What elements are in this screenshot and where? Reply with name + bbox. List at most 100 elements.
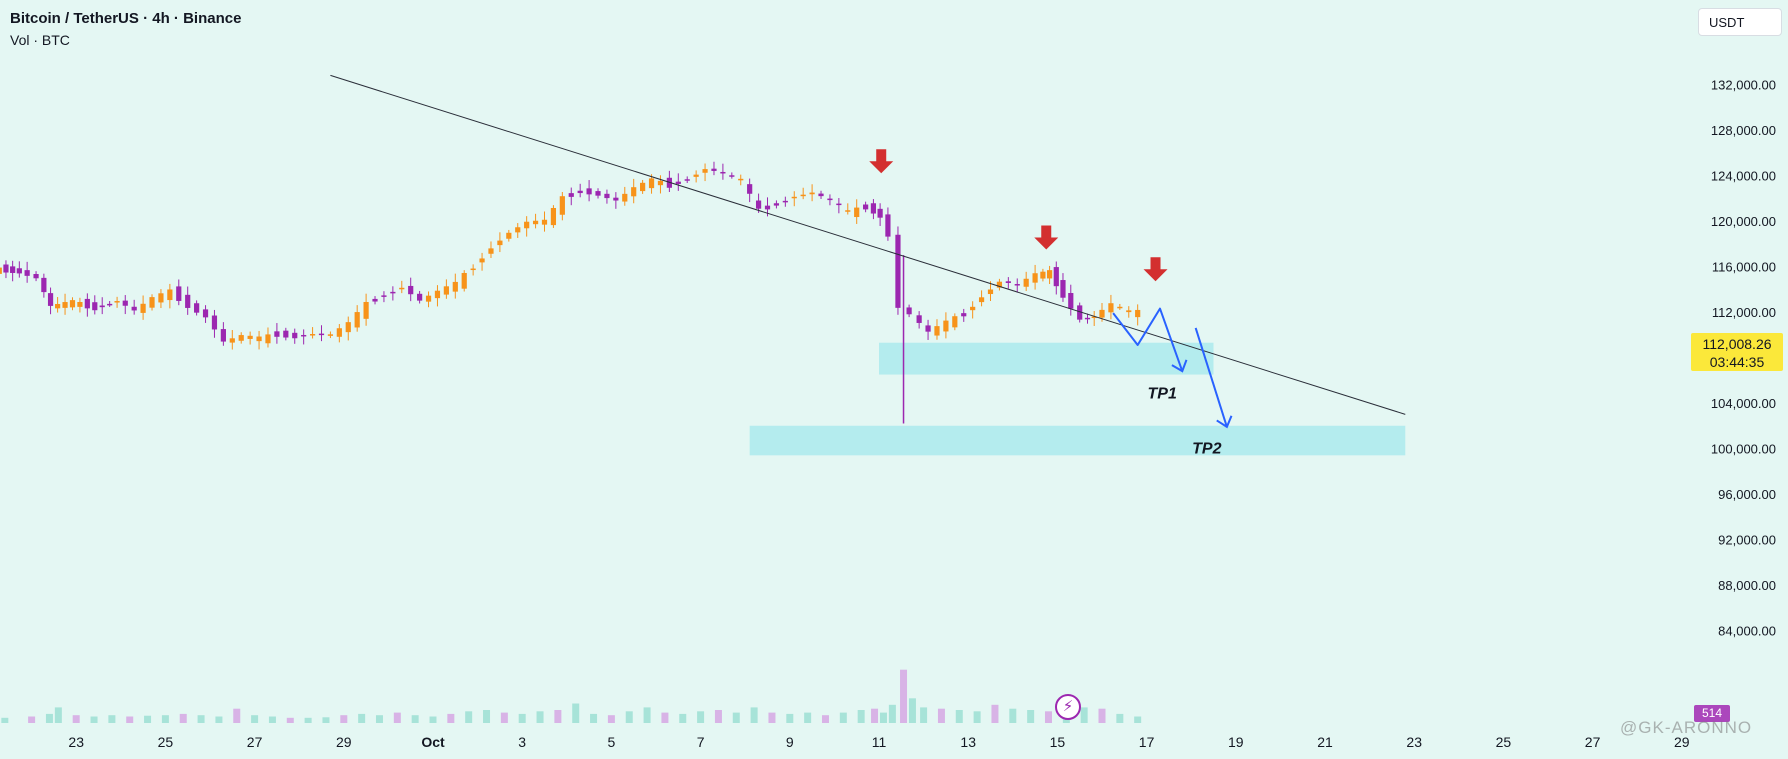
candle-body (1084, 317, 1091, 320)
sell-arrow-icon (869, 149, 894, 174)
volume-bar (839, 712, 847, 723)
candle-body (877, 208, 883, 218)
candle-body (1023, 278, 1029, 287)
candle-body (0, 267, 2, 274)
candle-body (408, 285, 414, 295)
price-candles (0, 161, 1141, 424)
zone-tp1 (879, 342, 1214, 375)
candle-body (782, 200, 788, 203)
candle-body (247, 335, 253, 339)
candle-body (870, 203, 877, 214)
time-tick-label: 27 (1585, 734, 1601, 750)
candle-body (961, 313, 967, 317)
candle-body (84, 298, 90, 309)
candle-body (470, 268, 476, 271)
candle-body (532, 220, 539, 225)
time-tick-label: 9 (786, 734, 794, 750)
candle-body (176, 286, 182, 301)
candle-body (265, 334, 271, 344)
sell-arrow-icon (1034, 225, 1059, 250)
candle-body (885, 214, 891, 237)
bolt-icon[interactable]: ⚡ (1055, 694, 1081, 720)
candle-body (1060, 280, 1066, 298)
candle-body (336, 328, 342, 337)
currency-button[interactable]: USDT (1698, 8, 1782, 36)
volume-bar (161, 715, 169, 723)
candle-body (77, 301, 83, 307)
candle-body (309, 334, 316, 336)
trendline (330, 74, 1406, 415)
time-tick-label: 25 (1496, 734, 1512, 750)
candle-body (863, 204, 869, 210)
candle-body (55, 303, 61, 309)
candle-body (1117, 306, 1123, 309)
candle-body (372, 298, 378, 302)
time-tick-label: 17 (1139, 734, 1155, 750)
candle-body (114, 301, 120, 303)
volume-bar (1027, 710, 1035, 723)
candle-body (292, 332, 298, 339)
candle-body (354, 312, 360, 328)
volume-bar (821, 715, 829, 723)
candle-body (541, 219, 548, 225)
candle-body (506, 232, 512, 239)
volume-bar (1134, 716, 1142, 723)
candle-body (107, 303, 113, 306)
price-tick-label: 124,000.00 (1711, 169, 1776, 184)
candle-body (895, 234, 901, 308)
candle-body (729, 175, 735, 177)
candle-body (711, 168, 717, 171)
volume-bar (857, 710, 865, 723)
candle-body (1135, 309, 1141, 318)
price-tick-label: 88,000.00 (1718, 578, 1776, 593)
volume-bar (90, 716, 98, 723)
candle-body (791, 196, 797, 199)
last-price-tag: 112,008.26 03:44:35 (1691, 333, 1783, 371)
candle-body (568, 193, 574, 197)
candle-body (613, 197, 619, 201)
candle-body (301, 334, 307, 337)
volume-bar (500, 712, 508, 723)
candle-body (773, 203, 780, 206)
volume-bar (233, 708, 241, 723)
candle-body (69, 300, 76, 308)
projection-arrowhead (1171, 359, 1188, 373)
volume-bar (937, 708, 945, 723)
candle-body (684, 179, 690, 181)
volume-bar (908, 698, 916, 723)
candle-body (443, 286, 449, 295)
volume-bar (679, 713, 687, 723)
price-tick-label: 116,000.00 (1712, 260, 1776, 275)
candle-body (854, 207, 860, 218)
candle-body (595, 191, 601, 196)
candle-body (211, 315, 218, 330)
volume-bar (554, 710, 562, 723)
candle-body (1040, 271, 1046, 279)
volume-bar (572, 703, 580, 723)
volume-bar (72, 715, 80, 723)
symbol-title[interactable]: Bitcoin / TetherUS · 4h · Binance (10, 10, 242, 27)
candle-body (934, 326, 940, 336)
candle-body (327, 334, 334, 336)
price-tick-label: 120,000.00 (1711, 214, 1776, 229)
volume-bar (804, 712, 812, 723)
candle-body (3, 264, 9, 273)
volume-bar (375, 715, 383, 723)
candle-body (1046, 270, 1053, 279)
candle-body (41, 277, 47, 293)
volume-bar (536, 711, 544, 723)
time-tick-label: Oct (421, 734, 445, 750)
volume-bar (888, 704, 896, 723)
volume-bar (215, 716, 223, 723)
candle-body (479, 258, 485, 263)
volume-bar (411, 715, 419, 723)
volume-bar (955, 710, 963, 723)
volume-bar (45, 713, 53, 723)
volume-bar (1080, 707, 1088, 723)
zone-label-tp1: TP1 (1148, 386, 1177, 403)
volume-legend[interactable]: Vol · BTC (10, 32, 70, 48)
volume-bar (920, 707, 928, 723)
candle-body (1077, 305, 1083, 320)
time-tick-label: 15 (1050, 734, 1066, 750)
